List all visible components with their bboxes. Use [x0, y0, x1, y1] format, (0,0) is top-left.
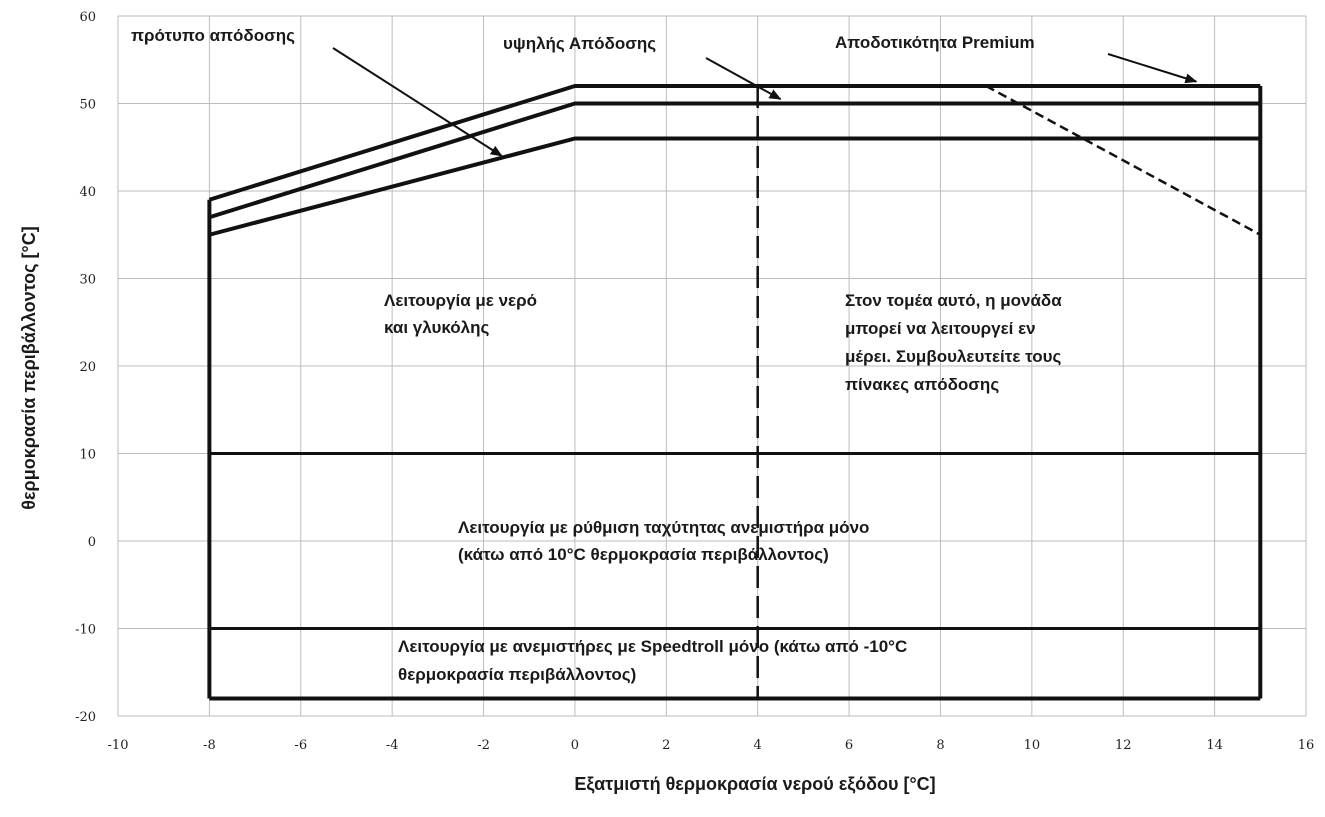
y-tick-label: 0	[88, 535, 96, 550]
high-efficiency-line	[208, 101, 1261, 220]
x-tick-label: -4	[386, 738, 399, 753]
y-tick-label: 30	[79, 273, 96, 288]
x-tick-label: -10	[108, 738, 129, 753]
speedtroll-text-line1: Λειτουργία με ανεμιστήρες με Speedtroll …	[398, 637, 907, 656]
standard-efficiency-line	[208, 136, 1261, 237]
partial-load-text-line3: μέρει. Συμβουλευτείτε τους	[845, 347, 1062, 366]
fan-speed-text-line1: Λειτουργία με ρύθμιση ταχύτητας ανεμιστή…	[458, 518, 869, 537]
label-high-efficiency: υψηλής Απόδοσης	[503, 34, 656, 53]
tick-labels: -10 -8 -6 -4 -2 0 2 4 6 8 10 12 14 16-20-100102030405…	[75, 10, 1314, 753]
standard-label-arrow	[332, 47, 503, 157]
y-tick-label: 50	[79, 98, 96, 113]
partial-load-text-line1: Στον τομέα αυτό, η μονάδα	[845, 291, 1062, 310]
x-tick-label: 16	[1298, 738, 1315, 753]
water-glycol-text-line2: και γλυκόλης	[384, 318, 489, 337]
x-tick-label: 10	[1024, 738, 1041, 753]
high-label-arrow	[705, 57, 782, 101]
x-tick-label: 12	[1115, 738, 1132, 753]
y-axis-title: θερμοκρασία περιβάλλοντος [°C]	[19, 226, 39, 509]
y-tick-label: 10	[79, 448, 96, 463]
partial-load-text-line2: μπορεί να λειτουργεί εν	[845, 319, 1036, 338]
water-glycol-text-line1: Λειτουργία με νερό	[384, 291, 537, 310]
grid	[117, 15, 1307, 717]
x-tick-label: 4	[754, 738, 762, 753]
y-tick-label: 60	[79, 10, 96, 25]
premium-label-arrow	[1107, 53, 1198, 84]
label-standard-efficiency: πρότυπο απόδοσης	[131, 26, 295, 45]
performance-lines	[208, 84, 1261, 237]
annotation-arrows	[332, 47, 1198, 157]
label-premium-efficiency: Αποδοτικότητα Premium	[835, 33, 1035, 52]
x-tick-label: 14	[1206, 738, 1223, 753]
y-tick-label: -10	[75, 623, 96, 638]
x-tick-label: 8	[936, 738, 944, 753]
partial-load-text-line4: πίνακες απόδοσης	[845, 375, 999, 394]
x-tick-label: 6	[845, 738, 853, 753]
fan-speed-text-line2: (κάτω από 10°C θερμοκρασία περιβάλλοντος…	[458, 545, 829, 564]
x-tick-label: 2	[662, 738, 670, 753]
y-tick-label: 20	[79, 360, 96, 375]
premium-efficiency-line	[208, 84, 1261, 202]
partial-load-dashed-line	[985, 84, 1261, 236]
y-tick-label: -20	[75, 710, 96, 725]
x-tick-label: -8	[203, 738, 216, 753]
speedtroll-text-line2: θερμοκρασία περιβάλλοντος)	[398, 665, 636, 684]
x-axis-title: Εξατμιστή θερμοκρασία νερού εξόδου [°C]	[574, 774, 935, 795]
x-tick-label: -2	[477, 738, 490, 753]
y-tick-label: 40	[79, 185, 96, 200]
envelope-boundaries	[207, 84, 1263, 701]
x-tick-label: -6	[294, 738, 307, 753]
x-tick-label: 0	[571, 738, 579, 753]
